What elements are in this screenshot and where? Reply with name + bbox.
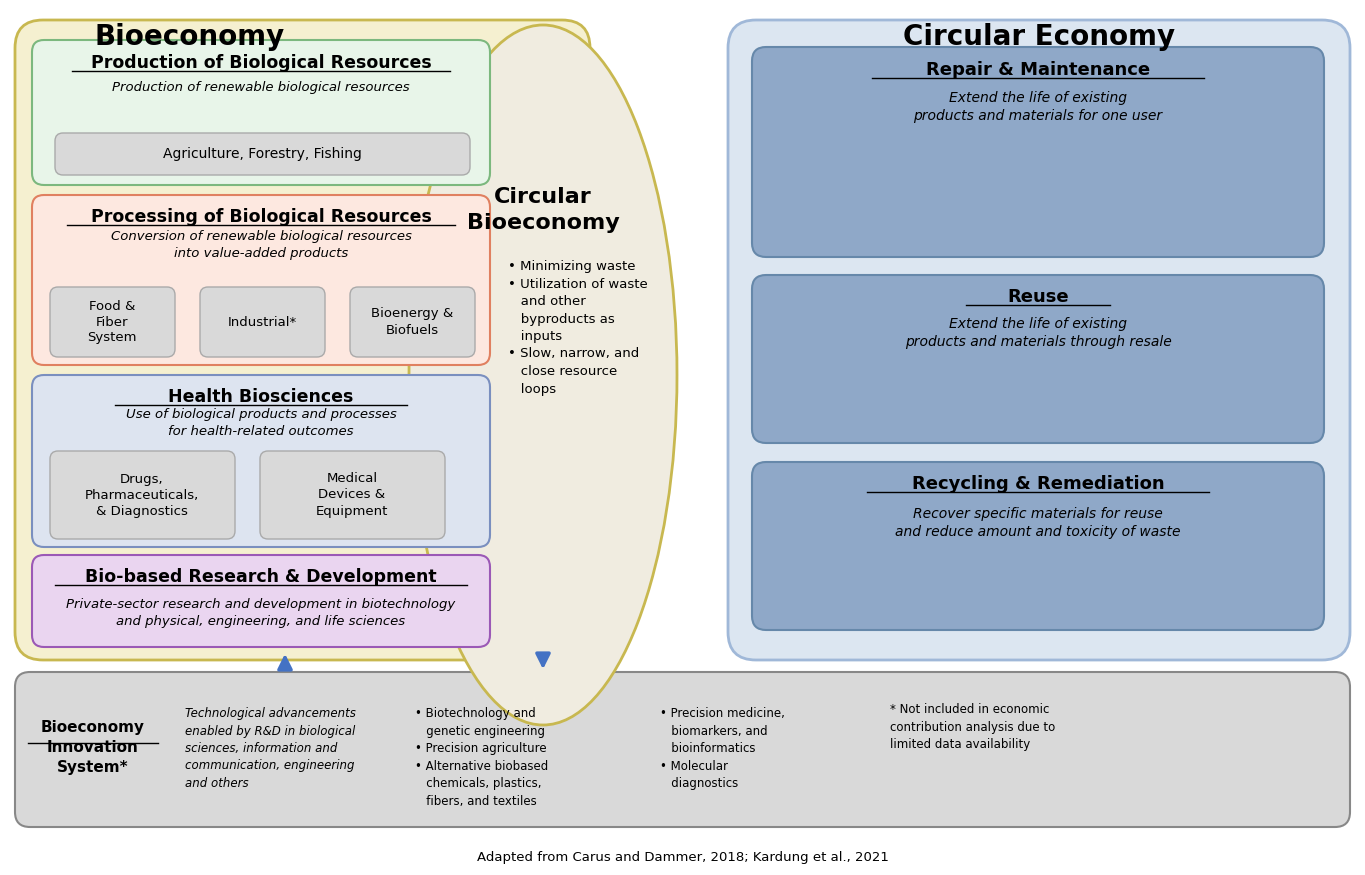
Text: Circular
Bioeconomy: Circular Bioeconomy xyxy=(467,187,620,233)
FancyBboxPatch shape xyxy=(31,40,490,185)
FancyBboxPatch shape xyxy=(15,672,1350,827)
Text: Bioeconomy: Bioeconomy xyxy=(96,23,285,51)
Text: Reuse: Reuse xyxy=(1007,288,1069,306)
Text: Production of Biological Resources: Production of Biological Resources xyxy=(90,54,431,72)
FancyBboxPatch shape xyxy=(31,555,490,647)
FancyBboxPatch shape xyxy=(752,47,1324,257)
Ellipse shape xyxy=(410,25,677,725)
Text: Extend the life of existing
products and materials through resale: Extend the life of existing products and… xyxy=(905,317,1171,349)
Text: • Precision medicine,
   biomarkers, and
   bioinformatics
• Molecular
   diagno: • Precision medicine, biomarkers, and bi… xyxy=(661,707,785,790)
Text: Conversion of renewable biological resources
into value-added products: Conversion of renewable biological resou… xyxy=(111,230,411,260)
FancyBboxPatch shape xyxy=(728,20,1350,660)
Text: Industrial*: Industrial* xyxy=(228,316,296,328)
Text: Technological advancements
enabled by R&D in biological
sciences, information an: Technological advancements enabled by R&… xyxy=(186,707,356,790)
Text: Recycling & Remediation: Recycling & Remediation xyxy=(912,475,1164,493)
Text: Use of biological products and processes
for health-related outcomes: Use of biological products and processes… xyxy=(126,408,396,438)
Text: Repair & Maintenance: Repair & Maintenance xyxy=(925,61,1151,79)
FancyBboxPatch shape xyxy=(752,275,1324,443)
FancyBboxPatch shape xyxy=(259,451,445,539)
FancyBboxPatch shape xyxy=(349,287,475,357)
Text: Bioeconomy
Innovation
System*: Bioeconomy Innovation System* xyxy=(41,720,145,774)
Text: Private-sector research and development in biotechnology
and physical, engineeri: Private-sector research and development … xyxy=(67,598,456,628)
FancyBboxPatch shape xyxy=(15,20,590,660)
Text: Medical
Devices &
Equipment: Medical Devices & Equipment xyxy=(315,473,388,517)
FancyBboxPatch shape xyxy=(201,287,325,357)
Text: Adapted from Carus and Dammer, 2018; Kardung et al., 2021: Adapted from Carus and Dammer, 2018; Kar… xyxy=(476,850,889,864)
FancyBboxPatch shape xyxy=(51,287,175,357)
Text: Extend the life of existing
products and materials for one user: Extend the life of existing products and… xyxy=(913,91,1163,123)
FancyBboxPatch shape xyxy=(31,375,490,547)
Text: Bio-based Research & Development: Bio-based Research & Development xyxy=(85,568,437,586)
FancyBboxPatch shape xyxy=(752,462,1324,630)
Text: Food &
Fiber
System: Food & Fiber System xyxy=(87,299,136,345)
Text: Recover specific materials for reuse
and reduce amount and toxicity of waste: Recover specific materials for reuse and… xyxy=(895,507,1181,539)
Text: * Not included in economic
contribution analysis due to
limited data availabilit: * Not included in economic contribution … xyxy=(890,703,1055,751)
Text: Agriculture, Forestry, Fishing: Agriculture, Forestry, Fishing xyxy=(162,147,362,161)
FancyBboxPatch shape xyxy=(55,133,470,175)
Text: Circular Economy: Circular Economy xyxy=(902,23,1175,51)
FancyBboxPatch shape xyxy=(31,195,490,365)
Text: Bioenergy &
Biofuels: Bioenergy & Biofuels xyxy=(371,307,453,337)
Text: Drugs,
Pharmaceuticals,
& Diagnostics: Drugs, Pharmaceuticals, & Diagnostics xyxy=(85,473,199,517)
Text: • Minimizing waste
• Utilization of waste
   and other
   byproducts as
   input: • Minimizing waste • Utilization of wast… xyxy=(508,260,648,396)
Text: • Biotechnology and
   genetic engineering
• Precision agriculture
• Alternative: • Biotechnology and genetic engineering … xyxy=(415,707,549,808)
Text: Production of renewable biological resources: Production of renewable biological resou… xyxy=(112,81,409,94)
Text: Health Biosciences: Health Biosciences xyxy=(168,388,354,406)
Text: Processing of Biological Resources: Processing of Biological Resources xyxy=(90,208,431,226)
FancyBboxPatch shape xyxy=(51,451,235,539)
